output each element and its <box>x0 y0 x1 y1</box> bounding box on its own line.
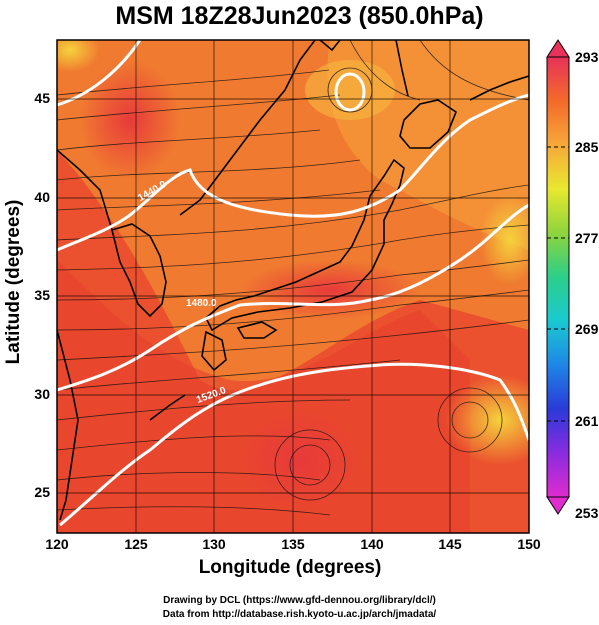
credit-drawing: Drawing by DCL (https://www.gfd-dennou.o… <box>163 595 436 606</box>
coastlines <box>57 40 529 521</box>
x-tick-label: 125 <box>124 536 148 552</box>
x-tick-label: 140 <box>360 536 384 552</box>
credit-data: Data from http://database.rish.kyoto-u.a… <box>162 609 437 620</box>
height-contours <box>57 40 529 527</box>
colorbar-tick-label: 269 <box>575 321 599 337</box>
colorbar-scale <box>546 56 570 498</box>
colorbar-tick-label: 261 <box>575 413 599 429</box>
y-tick-label: 25 <box>34 484 50 500</box>
x-tick-label: 150 <box>517 536 541 552</box>
x-tick-label: 120 <box>45 536 69 552</box>
y-tick-label: 35 <box>34 287 50 303</box>
colorbar-over-arrow <box>546 39 570 58</box>
x-tick-label: 145 <box>438 536 462 552</box>
contour-label: 1480.0 <box>186 298 217 309</box>
x-tick-label: 135 <box>281 536 305 552</box>
x-axis-label: Longitude (degrees) <box>198 557 382 578</box>
colorbar-tick-label: 277 <box>575 230 599 246</box>
y-tick-label: 45 <box>34 90 50 106</box>
page-title: MSM 18Z28Jun2023 (850.0hPa) <box>115 2 484 30</box>
map-grid <box>56 39 530 534</box>
colorbar-tick-label: 293 <box>575 49 599 65</box>
colorbar-under-arrow <box>546 496 570 515</box>
x-tick-label: 130 <box>202 536 226 552</box>
colorbar-tick-label: 253 <box>575 505 599 521</box>
y-tick-label: 30 <box>34 386 50 402</box>
y-tick-label: 40 <box>34 189 50 205</box>
y-axis-label: Latitude (degrees) <box>3 199 24 365</box>
streamlines <box>57 40 529 516</box>
colorbar-tick-label: 285 <box>575 139 599 155</box>
colorbar <box>546 39 570 515</box>
